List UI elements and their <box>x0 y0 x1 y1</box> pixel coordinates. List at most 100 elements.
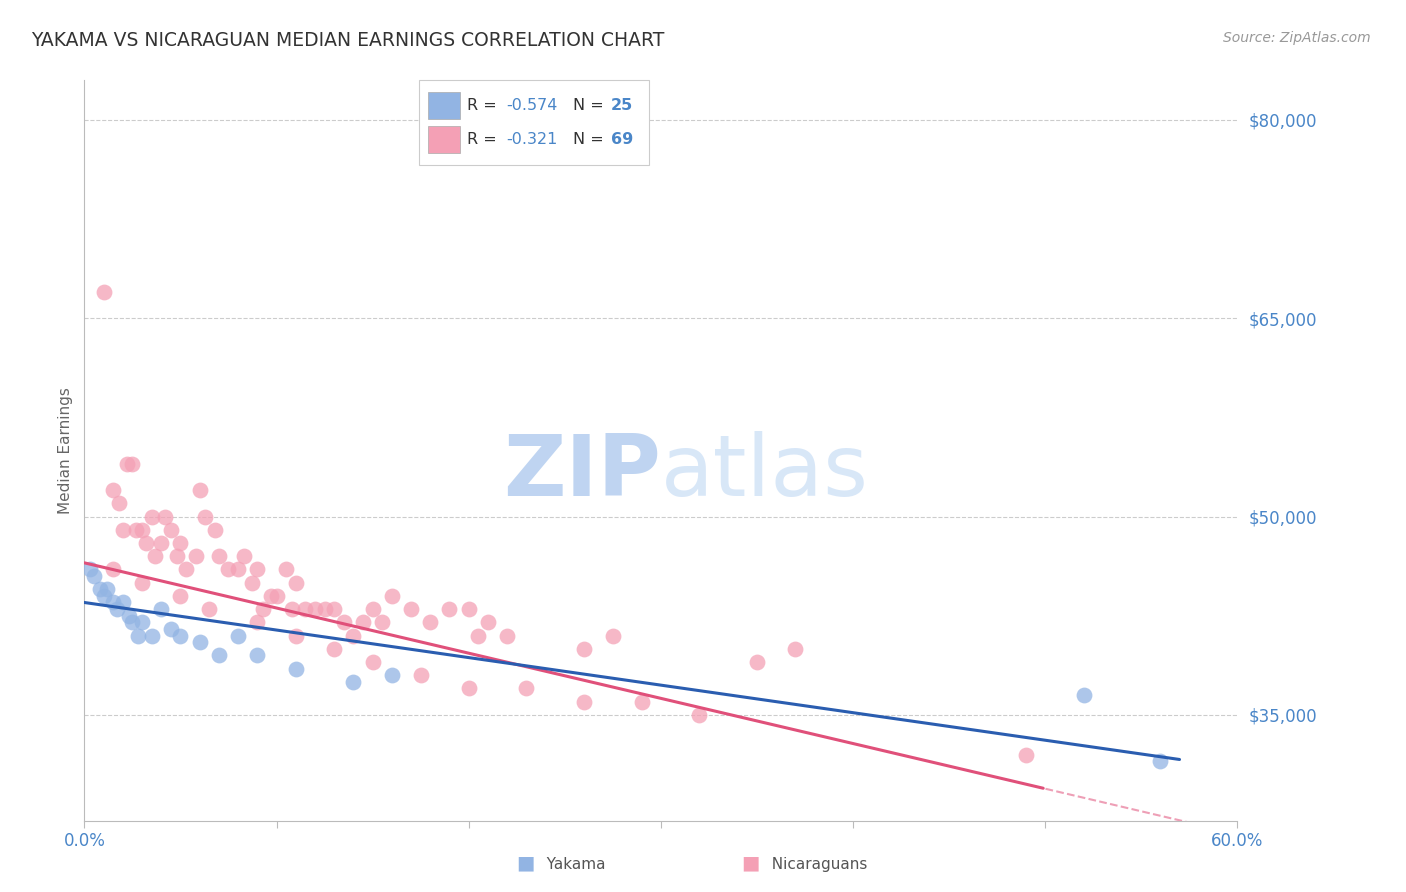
Point <box>240 575 263 590</box>
Point <box>284 628 307 642</box>
Point <box>188 483 211 497</box>
Point <box>246 648 269 663</box>
Text: ZIP: ZIP <box>503 431 661 514</box>
Point <box>381 589 404 603</box>
Text: -0.574: -0.574 <box>506 98 558 113</box>
Point <box>572 695 595 709</box>
Point <box>218 562 240 576</box>
Point <box>409 668 432 682</box>
Point <box>323 641 346 656</box>
Point <box>439 602 461 616</box>
Point <box>333 615 356 630</box>
Text: atlas: atlas <box>661 431 869 514</box>
Point <box>174 562 197 576</box>
Point <box>103 483 124 497</box>
Point <box>105 602 128 616</box>
Point <box>169 536 191 550</box>
Text: Nicaraguans: Nicaraguans <box>762 857 868 872</box>
Point <box>131 523 153 537</box>
Text: YAKAMA VS NICARAGUAN MEDIAN EARNINGS CORRELATION CHART: YAKAMA VS NICARAGUAN MEDIAN EARNINGS COR… <box>31 31 664 50</box>
Point <box>304 602 326 616</box>
Point <box>169 628 191 642</box>
Point <box>572 641 595 656</box>
Point <box>131 575 153 590</box>
Point <box>89 582 111 597</box>
Point <box>371 615 394 630</box>
Point <box>79 562 101 576</box>
Text: -0.321: -0.321 <box>506 132 558 147</box>
Bar <box>427 126 460 153</box>
Point <box>252 602 274 616</box>
Point <box>83 569 105 583</box>
Point <box>131 615 153 630</box>
Point <box>467 628 489 642</box>
Point <box>246 615 269 630</box>
Point <box>323 602 346 616</box>
Point <box>208 549 231 564</box>
Text: Yakama: Yakama <box>537 857 606 872</box>
Point <box>477 615 499 630</box>
Point <box>399 602 422 616</box>
Text: Source: ZipAtlas.com: Source: ZipAtlas.com <box>1223 31 1371 45</box>
Point <box>342 674 364 689</box>
Point <box>630 695 652 709</box>
Point <box>496 628 519 642</box>
Point <box>284 575 307 590</box>
Point <box>198 602 221 616</box>
Point <box>260 589 283 603</box>
Point <box>226 562 249 576</box>
Point <box>381 668 404 682</box>
Point <box>1149 754 1171 768</box>
Point <box>208 648 231 663</box>
Point <box>246 562 269 576</box>
Point <box>352 615 374 630</box>
Point <box>93 589 115 603</box>
Point <box>184 549 207 564</box>
Point <box>204 523 226 537</box>
Point <box>121 457 143 471</box>
Point <box>266 589 288 603</box>
Point <box>1015 747 1038 762</box>
FancyBboxPatch shape <box>419 80 650 165</box>
Point <box>342 628 364 642</box>
Point <box>1073 688 1095 702</box>
Point <box>145 549 167 564</box>
Point <box>141 628 163 642</box>
Point <box>745 655 768 669</box>
Text: R =: R = <box>467 132 502 147</box>
Point <box>457 681 479 696</box>
Point <box>111 595 134 609</box>
Point <box>108 496 131 510</box>
Text: ■: ■ <box>516 854 534 872</box>
Point <box>226 628 249 642</box>
Point <box>96 582 118 597</box>
Point <box>314 602 336 616</box>
Bar <box>427 92 460 119</box>
Point <box>150 536 173 550</box>
Point <box>166 549 188 564</box>
Point <box>294 602 316 616</box>
Point <box>141 509 163 524</box>
Point <box>103 562 124 576</box>
Point <box>93 285 115 299</box>
Point <box>121 615 143 630</box>
Point <box>361 655 384 669</box>
Point <box>276 562 298 576</box>
Point <box>361 602 384 616</box>
Point <box>160 523 183 537</box>
Point <box>127 628 149 642</box>
Point <box>169 589 191 603</box>
Point <box>284 662 307 676</box>
Text: N =: N = <box>574 98 609 113</box>
Point <box>419 615 441 630</box>
Point <box>281 602 304 616</box>
Point <box>115 457 138 471</box>
Text: 69: 69 <box>612 132 634 147</box>
Text: R =: R = <box>467 98 502 113</box>
Point <box>602 628 624 642</box>
Text: N =: N = <box>574 132 609 147</box>
Point <box>153 509 176 524</box>
Point <box>188 635 211 649</box>
Point <box>135 536 157 550</box>
Point <box>103 595 124 609</box>
